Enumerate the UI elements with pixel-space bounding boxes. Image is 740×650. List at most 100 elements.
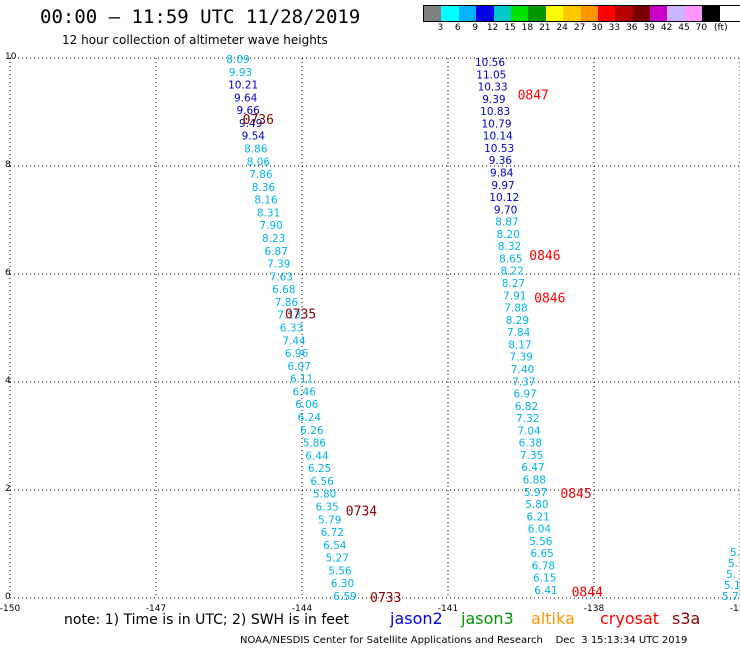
wave-height-value: 5.80 (313, 489, 336, 501)
satellite-label-altika: altika (531, 609, 575, 628)
satellite-label-s3a: s3a (672, 609, 701, 628)
legend-swatch (650, 6, 668, 21)
wave-height-value: 9.84 (490, 168, 514, 180)
legend-tick-label: 45 (678, 23, 690, 33)
wave-height-value: 8.22 (500, 266, 523, 278)
legend-swatch (476, 6, 494, 21)
legend-swatch (424, 6, 442, 21)
wave-height-value: 6.87 (265, 246, 288, 258)
wave-height-value: 6.82 (515, 401, 538, 413)
wave-height-value: 9.93 (229, 67, 252, 79)
wave-height-value: 7.32 (516, 413, 539, 425)
wave-height-value: 9.64 (234, 92, 258, 104)
wave-height-value: 6.44 (305, 450, 329, 462)
wave-height-value: 5.56 (529, 536, 553, 548)
wave-height-value: 8.31 (257, 207, 280, 219)
legend-tick-label: 6 (454, 23, 461, 33)
wave-height-value: 8.65 (499, 253, 522, 265)
legend-swatch (580, 6, 598, 21)
lon-tick-label: -138 (584, 604, 605, 614)
legend-swatch (510, 6, 529, 21)
legend-tick-label: 33 (608, 23, 621, 33)
wave-height-value: 10.53 (484, 143, 514, 155)
wave-height-value: 6.88 (523, 474, 546, 486)
wave-height-value: 10.33 (478, 82, 508, 94)
units-note: note: 1) Time is in UTC; 2) SWH is in fe… (64, 612, 350, 628)
wave-height-value: 6.78 (532, 560, 555, 572)
wave-height-value: 6.38 (519, 438, 542, 450)
wave-height-value: 10.21 (228, 80, 258, 92)
wave-height-value: 8.06 (247, 156, 271, 168)
legend-tick-label: 27 (573, 23, 586, 33)
legend-tick-label: 39 (643, 23, 655, 33)
pass-time-label: 0845 (560, 487, 591, 502)
wave-height-value: 6.30 (331, 578, 354, 590)
wave-height-value: 7.88 (504, 303, 527, 315)
wave-height-value: 8.23 (262, 233, 285, 245)
wave-height-value: 8.32 (498, 241, 521, 253)
lat-tick-label: 4 (5, 376, 11, 386)
wave-height-value: 5.97 (524, 487, 547, 499)
wave-height-value: 7.44 (282, 335, 306, 347)
legend-swatch (615, 6, 633, 21)
wave-height-value: 6.06 (295, 399, 319, 411)
satellite-label-jason3: jason3 (461, 609, 514, 628)
lon-tick-label: -144 (292, 604, 313, 614)
wave-height-value: 6.41 (534, 585, 557, 597)
lat-tick-label: 8 (5, 160, 11, 170)
wave-height-value: 10.14 (483, 131, 513, 143)
legend-tick-label: 9 (472, 23, 479, 33)
wave-height-value: 7.37 (512, 376, 535, 388)
wave-height-value: 6.24 (298, 412, 322, 424)
wave-height-value: 8.86 (244, 144, 268, 156)
legend-swatch (493, 6, 511, 21)
wave-height-value: 7.13 (277, 310, 300, 322)
legend-tick-label: 18 (521, 23, 534, 33)
wave-height-value-edge: 5. (730, 547, 740, 559)
pass-time-label: 0734 (346, 505, 377, 520)
legend-tick-label: 24 (556, 23, 568, 33)
wave-height-value: 8.09 (226, 54, 249, 66)
wave-height-value: 7.91 (503, 290, 526, 302)
pass-time-label: 0846 (534, 291, 565, 306)
legend-swatch (684, 6, 703, 21)
wave-height-value: 7.04 (517, 425, 541, 437)
wave-height-value: 5.79 (318, 514, 341, 526)
legend-tick-label: 21 (539, 23, 551, 33)
wave-height-value: 6.35 (315, 502, 338, 514)
wave-height-value: 6.96 (285, 348, 309, 360)
wave-height-value: 6.15 (533, 573, 556, 585)
satellite-label-jason2: jason2 (390, 609, 443, 628)
pass-time-label: 0846 (529, 249, 560, 264)
wave-height-value: 7.90 (259, 220, 282, 232)
wave-height-value: 8.20 (497, 229, 520, 241)
legend-tick-label: 3 (437, 23, 444, 33)
lat-tick-label: 0 (5, 592, 11, 602)
wave-height-value: 9.39 (482, 94, 505, 106)
wave-height-value-edge: 5. (728, 558, 738, 570)
wave-height-value: 9.54 (242, 131, 266, 143)
pass-time-label: 0735 (285, 308, 316, 323)
wave-height-value: 5.27 (326, 553, 349, 565)
pass-time-label: 0736 (243, 113, 274, 128)
lat-tick-label: 10 (5, 52, 17, 62)
wave-height-value: 9.97 (491, 180, 514, 192)
lat-tick-label: 6 (5, 268, 11, 278)
color-scale-legend: 3 6 9 12 15 18 21 24 27 30 33 36 39 42 45 70 (ft) (423, 5, 740, 36)
legend-swatch (667, 6, 685, 21)
legend-swatch (563, 6, 581, 21)
pass-time-label: 0733 (370, 591, 401, 606)
wave-height-value: 11.05 (476, 69, 506, 81)
legend-tick-label: 36 (626, 23, 638, 33)
wave-height-value-edge: 5.7 (722, 591, 739, 603)
wave-height-value: 6.72 (321, 527, 344, 539)
wave-height-value: 6.26 (300, 425, 324, 437)
wave-height-value-edge: 5. (726, 569, 736, 581)
wave-height-value: 5.56 (328, 565, 352, 577)
wave-height-value: 7.86 (275, 297, 299, 309)
wave-height-value: 7.40 (511, 364, 534, 376)
wave-height-value: 6.56 (310, 476, 334, 488)
wave-height-value: 6.04 (528, 524, 552, 536)
